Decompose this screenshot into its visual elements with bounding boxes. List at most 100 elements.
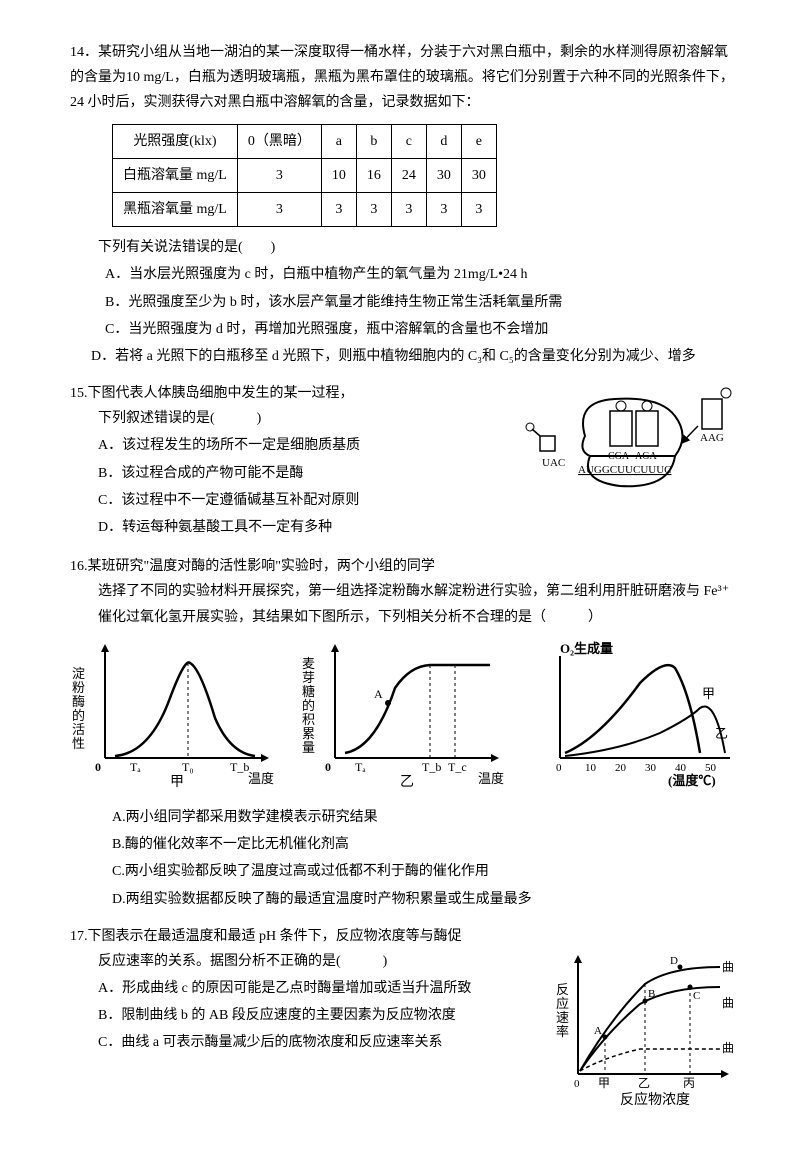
q16-opt-b: B.酶的催化效率不一定比无机催化剂高 [70, 832, 740, 857]
trna-label: AGA [635, 451, 657, 462]
xtick: 乙 [638, 1076, 650, 1090]
trna-incoming [702, 399, 722, 429]
trna-label: CGA [608, 451, 630, 462]
table-cell: 3 [237, 192, 321, 226]
table-cell: 16 [356, 158, 391, 192]
chart-2: A 麦芽糖的积累量 0 Tₐ T_b T_c 温度 乙 [300, 638, 510, 797]
table-cell: d [426, 124, 461, 158]
origin-label: 0 [325, 760, 331, 774]
xtick: 0 [556, 762, 562, 774]
trna-slot [610, 411, 632, 446]
q14-table: 光照强度(klx) 0（黑暗） a b c d e 白瓶溶氧量 mg/L 3 1… [112, 124, 497, 228]
amino-acid-icon [642, 401, 652, 411]
chart1-xlabel: 温度 [248, 771, 274, 786]
q14-stem-text1: 某研究小组从当地一湖泊的某一深度取得一桶水样，分装于六对黑白瓶中，剩余的水样测得… [70, 45, 734, 110]
chart2-svg: A 麦芽糖的积累量 0 Tₐ T_b T_c 温度 乙 [300, 638, 510, 788]
enzyme-svg: A B C D 曲 曲 曲 反应速率 0 甲 乙 丙 反应物浓度 [550, 949, 740, 1109]
trna-label: UAC [542, 457, 565, 469]
xtick: 甲 [598, 1076, 610, 1090]
amino-acid-icon [616, 401, 626, 411]
amino-acid-icon [526, 423, 534, 431]
trna-slot [636, 411, 658, 446]
curve-a [580, 1049, 720, 1071]
curve-c [580, 967, 720, 1071]
point-a [385, 700, 391, 706]
table-cell: 0（黑暗） [237, 124, 321, 158]
chart3-ylabel: O₂生成量 [560, 641, 613, 656]
xtick: T_b [422, 760, 441, 774]
chart2-ylabel: 麦芽糖的积累量 [302, 656, 315, 755]
xtick: 30 [645, 762, 657, 774]
q15-stem1: 15.下图代表人体胰岛细胞中发生的某一过程， [70, 381, 512, 406]
table-cell: 3 [461, 192, 496, 226]
xtick: T_c [448, 760, 467, 774]
series-jia [565, 665, 700, 753]
q15-text-block: 15.下图代表人体胰岛细胞中发生的某一过程， 下列叙述错误的是( ) A．该过程… [70, 381, 512, 542]
q14-opt-b: B．光照强度至少为 b 时，该水层产氧量才能维持生物正常生活耗氧量所需 [105, 290, 740, 315]
table-cell: 30 [426, 158, 461, 192]
ribosome-svg: UAC CGA AGA AAG AUGGCUUCUUUC [520, 381, 740, 521]
mrna-label: AUGGCUUCUUUC [578, 464, 672, 476]
point-label: C [693, 990, 700, 1002]
chart1-ylabel: 淀粉酶的活性 [72, 666, 85, 751]
table-cell: 白瓶溶氧量 mg/L [113, 158, 238, 192]
q16-number: 16. [70, 559, 88, 574]
trna-outgoing [532, 429, 555, 451]
amino-acid-icon [721, 388, 731, 398]
question-15: 15.下图代表人体胰岛细胞中发生的某一过程， 下列叙述错误的是( ) A．该过程… [70, 381, 740, 542]
bell-curve [115, 662, 255, 756]
q15-opt-b: B．该过程合成的产物可能不是酶 [70, 461, 512, 486]
enzyme-chart: A B C D 曲 曲 曲 反应速率 0 甲 乙 丙 反应物浓度 [550, 949, 740, 1118]
table-cell: e [461, 124, 496, 158]
table-cell: 3 [356, 192, 391, 226]
q16-stem2: 选择了不同的实验材料开展探究，第一组选择淀粉酶水解淀粉进行实验，第二组利用肝脏研… [70, 579, 740, 629]
table-cell: 30 [461, 158, 496, 192]
q17-opt-a: A．形成曲线 c 的原因可能是乙点时酶量增加或适当升温所致 [70, 976, 540, 1001]
q16-opt-a: A.两小组同学都采用数学建模表示研究结果 [70, 805, 740, 830]
table-cell: a [321, 124, 356, 158]
q17-stem2: 反应速率的关系。据图分析不正确的是( ) [70, 949, 540, 974]
point-a-label: A [374, 687, 383, 701]
table-row: 黑瓶溶氧量 mg/L 3 3 3 3 3 3 [113, 192, 497, 226]
xtick: Tₐ [130, 760, 141, 774]
q17-opt-b: B．限制曲线 b 的 AB 段反应速度的主要因素为反应物浓度 [70, 1003, 540, 1028]
right-label: 曲 [722, 960, 734, 974]
trna-label: AAG [700, 432, 724, 444]
q15-opt-d: D．转运每种氨基酸工具不一定有多种 [70, 515, 512, 540]
chart-1: 淀粉酶的活性 0 Tₐ T₀ T_b 温度 甲 [70, 638, 280, 797]
table-cell: 光照强度(klx) [113, 124, 238, 158]
origin-label: 0 [574, 1078, 580, 1090]
table-cell: 24 [391, 158, 426, 192]
series-yi [565, 706, 725, 756]
series-label: 甲 [702, 686, 715, 701]
table-cell: c [391, 124, 426, 158]
q17-number: 17. [70, 929, 88, 944]
q16-opt-c: C.两小组实验都反映了温度过高或过低都不利于酶的催化作用 [70, 859, 740, 884]
point-label: B [648, 988, 655, 1000]
table-cell: 黑瓶溶氧量 mg/L [113, 192, 238, 226]
table-cell: 3 [237, 158, 321, 192]
q14-stem2: 下列有关说法错误的是( ) [70, 235, 740, 260]
saturation-curve [345, 665, 490, 753]
xtick: 20 [615, 762, 627, 774]
question-17: 17.下图表示在最适温度和最适 pH 条件下，反应物浓度等与酶促 反应速率的关系… [70, 924, 740, 1118]
table-row: 光照强度(klx) 0（黑暗） a b c d e [113, 124, 497, 158]
chart3-svg: O₂生成量 甲 乙 0 10 20 30 40 50 (温度℃) [530, 638, 740, 788]
chart-3: O₂生成量 甲 乙 0 10 20 30 40 50 (温度℃) [530, 638, 740, 797]
xtick: T_b [230, 760, 249, 774]
xlabel: 反应物浓度 [620, 1091, 690, 1108]
right-label: 曲 [722, 1041, 734, 1055]
table-cell: 3 [321, 192, 356, 226]
chart2-tag: 乙 [400, 774, 414, 788]
table-cell: 10 [321, 158, 356, 192]
ylabel: 反应速率 [556, 982, 569, 1039]
q14-options: A．当水层光照强度为 c 时，白瓶中植物产生的氧气量为 21mg/L•24 h … [70, 262, 740, 342]
chart3-xlabel: (温度℃) [668, 773, 716, 788]
chart1-svg: 淀粉酶的活性 0 Tₐ T₀ T_b 温度 甲 [70, 638, 280, 788]
ribosome-diagram: UAC CGA AGA AAG AUGGCUUCUUUC [520, 381, 740, 530]
q17-opt-c: C．曲线 a 可表示酶量减少后的底物浓度和反应速率关系 [70, 1030, 540, 1055]
q15-opt-a: A．该过程发生的场所不一定是细胞质基质 [70, 433, 512, 458]
q17-stem1: 17.下图表示在最适温度和最适 pH 条件下，反应物浓度等与酶促 [70, 924, 740, 949]
xtick: 10 [585, 762, 597, 774]
question-14: 14．某研究小组从当地一湖泊的某一深度取得一桶水样，分装于六对黑白瓶中，剩余的水… [70, 40, 740, 369]
